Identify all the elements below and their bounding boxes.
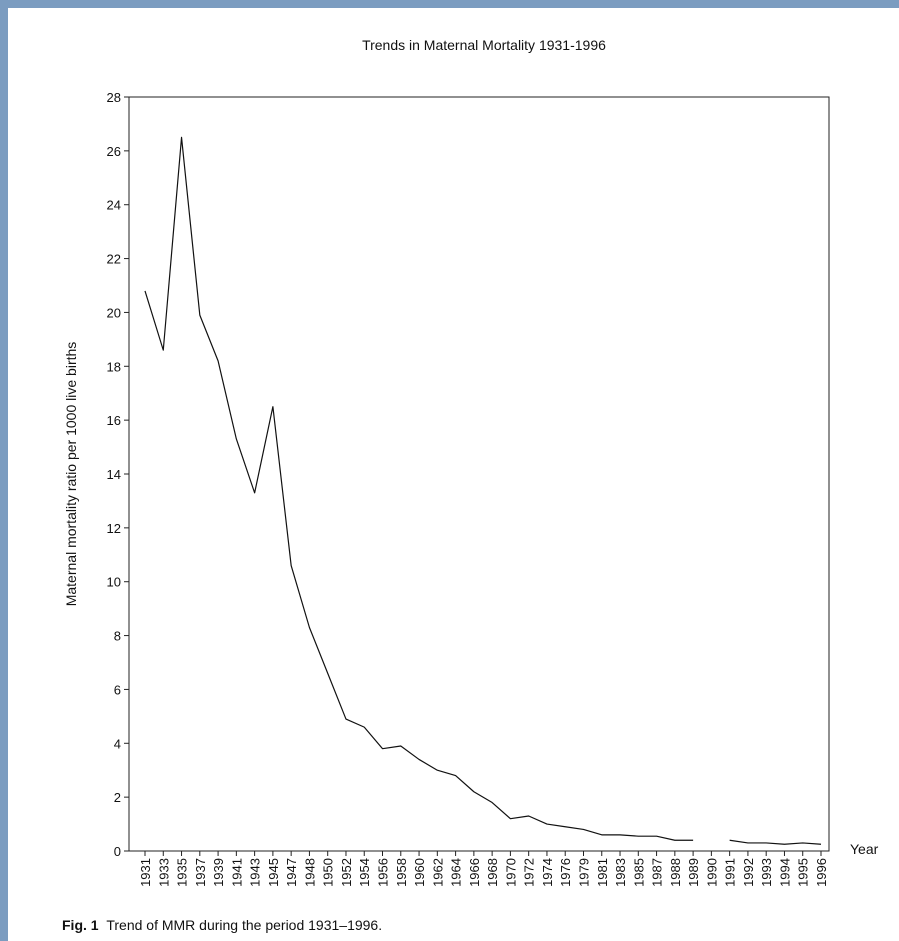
y-tick-label: 6: [114, 682, 121, 697]
x-tick-label: 1931: [138, 858, 153, 887]
x-tick-label: 1935: [175, 858, 190, 887]
x-tick-label: 1962: [430, 858, 445, 887]
x-tick-label: 1966: [467, 858, 482, 887]
x-tick-label: 1970: [503, 858, 518, 887]
x-tick-label: 1990: [704, 858, 719, 887]
y-tick-label: 8: [114, 629, 121, 644]
y-tick-label: 0: [114, 844, 121, 859]
y-tick-label: 4: [114, 736, 121, 751]
y-tick-label: 16: [107, 413, 121, 428]
series-line: [144, 136, 822, 845]
y-tick-label: 12: [107, 521, 121, 536]
x-tick-label: 1983: [613, 858, 628, 887]
x-tick-label: 1956: [376, 858, 391, 887]
x-tick-label: 1992: [741, 858, 756, 887]
x-tick-label: 1958: [394, 858, 409, 887]
chart-title: Trends in Maternal Mortality 1931-1996: [362, 37, 606, 53]
x-tick-label: 1952: [339, 858, 354, 887]
x-tick-label: 1939: [211, 858, 226, 887]
x-tick-label: 1994: [777, 858, 792, 887]
x-axis-label: Year: [850, 841, 879, 857]
y-tick-label: 18: [107, 359, 121, 374]
x-tick-label: 1993: [759, 858, 774, 887]
x-tick-label: 1972: [522, 858, 537, 887]
y-tick-label: 24: [107, 198, 121, 213]
x-tick-label: 1954: [357, 858, 372, 887]
x-tick-label: 1948: [302, 858, 317, 887]
x-tick-label: 1989: [686, 858, 701, 887]
y-tick-label: 26: [107, 144, 121, 159]
series-layer: [144, 136, 822, 845]
x-tick-label: 1991: [723, 858, 738, 887]
x-tick-label: 1945: [266, 858, 281, 887]
x-tick-label: 1995: [796, 858, 811, 887]
figure-caption: Fig. 1 Trend of MMR during the period 19…: [62, 917, 382, 933]
y-tick-label: 2: [114, 790, 121, 805]
y-tick-label: 28: [107, 90, 121, 105]
y-tick-label: 22: [107, 252, 121, 267]
x-tick-label: 1947: [284, 858, 299, 887]
caption-label: Fig. 1: [62, 917, 99, 933]
x-tick-label: 1976: [558, 858, 573, 887]
x-tick-label: 1979: [576, 858, 591, 887]
caption-text: Trend of MMR during the period 1931–1996…: [106, 917, 383, 933]
x-tick-label: 1964: [449, 858, 464, 887]
x-tick-label: 1987: [650, 858, 665, 887]
line-chart: Trends in Maternal Mortality 1931-1996 0…: [63, 37, 879, 887]
y-tick-label: 10: [107, 575, 121, 590]
x-tick-label: 1950: [321, 858, 336, 887]
x-tick-label: 1968: [485, 858, 500, 887]
x-tick-label: 1941: [229, 858, 244, 887]
x-tick-label: 1937: [193, 858, 208, 887]
x-axis: 1931 1933 1935 1937 1939 1941 1943 1945 1947 1948…: [138, 851, 829, 887]
x-tick-label: 1943: [248, 858, 263, 887]
x-tick-label: 1960: [412, 858, 427, 887]
x-tick-label: 1996: [814, 858, 829, 887]
figure-page: Trends in Maternal Mortality 1931-1996 0…: [8, 8, 899, 941]
x-tick-label: 1974: [540, 858, 555, 887]
y-tick-label: 14: [107, 467, 121, 482]
x-tick-label: 1933: [156, 858, 171, 887]
y-tick-label: 20: [107, 305, 121, 320]
x-tick-label: 1981: [595, 858, 610, 887]
x-tick-label: 1988: [668, 858, 683, 887]
x-tick-label: 1985: [631, 858, 646, 887]
plot-frame: [128, 96, 830, 852]
y-axis-label: Maternal mortality ratio per 1000 live b…: [63, 342, 79, 607]
